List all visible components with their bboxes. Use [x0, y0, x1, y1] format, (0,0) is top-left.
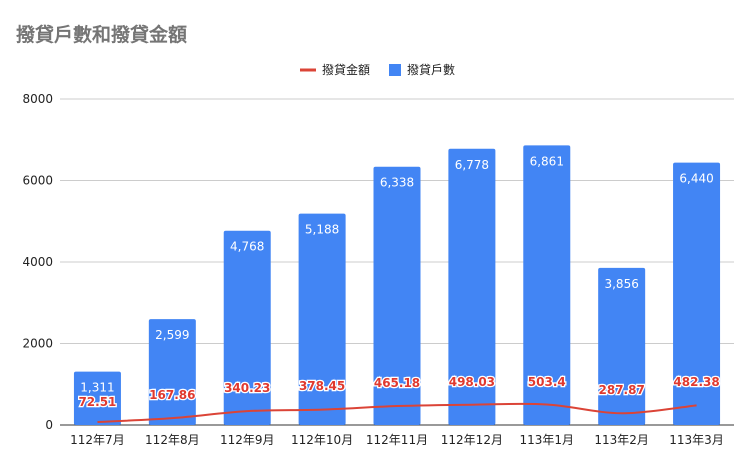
- legend-label-line: 撥貸金額: [322, 62, 370, 77]
- bar-data-label: 1,311: [80, 381, 114, 395]
- y-tick-label: 4000: [22, 255, 53, 269]
- line-data-label: 287.87: [599, 383, 645, 397]
- bar: [598, 267, 646, 425]
- bar-data-label: 5,188: [305, 223, 339, 237]
- bar: [73, 371, 121, 425]
- bar-data-label: 6,778: [455, 158, 489, 172]
- x-tick-label: 112年9月: [220, 433, 275, 447]
- bar: [373, 166, 421, 425]
- bar-data-label: 2,599: [155, 328, 189, 342]
- x-tick-label: 113年2月: [594, 433, 649, 447]
- x-tick-label: 112年12月: [441, 433, 503, 447]
- bar: [448, 148, 496, 425]
- bar-data-label: 4,768: [230, 240, 264, 254]
- bar-data-label: 6,861: [530, 154, 564, 168]
- line-data-label: 498.03: [449, 375, 495, 389]
- bar: [523, 145, 571, 425]
- legend-bar-swatch: [389, 64, 401, 76]
- y-tick-label: 8000: [22, 92, 53, 106]
- y-tick-label: 6000: [22, 174, 53, 188]
- line-data-label: 465.18: [374, 376, 420, 390]
- bar-data-label: 6,440: [679, 172, 713, 186]
- y-tick-label: 0: [45, 418, 53, 432]
- chart-title: 撥貸戶數和撥貸金額: [16, 24, 188, 46]
- x-tick-label: 113年3月: [669, 433, 724, 447]
- x-tick-label: 112年7月: [70, 433, 125, 447]
- x-tick-label: 112年8月: [145, 433, 200, 447]
- line-data-label: 167.86: [149, 388, 195, 402]
- line-data-label: 503.4: [528, 375, 566, 389]
- bar: [298, 213, 346, 425]
- y-tick-label: 2000: [22, 337, 53, 351]
- bar-data-label: 6,338: [380, 176, 414, 190]
- line-data-label: 340.23: [224, 381, 270, 395]
- line-data-label: 72.51: [78, 395, 116, 409]
- line-series: [97, 402, 697, 424]
- x-tick-label: 112年11月: [366, 433, 428, 447]
- bar: [223, 230, 271, 425]
- x-tick-label: 112年10月: [291, 433, 353, 447]
- line-data-label: 378.45: [299, 379, 345, 393]
- line-data-label: 482.38: [673, 375, 719, 389]
- bar: [148, 319, 196, 425]
- x-tick-label: 113年1月: [520, 433, 575, 447]
- bar: [673, 162, 721, 425]
- bar-data-label: 3,856: [604, 277, 638, 291]
- legend-label-bar: 撥貸戶數: [407, 62, 455, 77]
